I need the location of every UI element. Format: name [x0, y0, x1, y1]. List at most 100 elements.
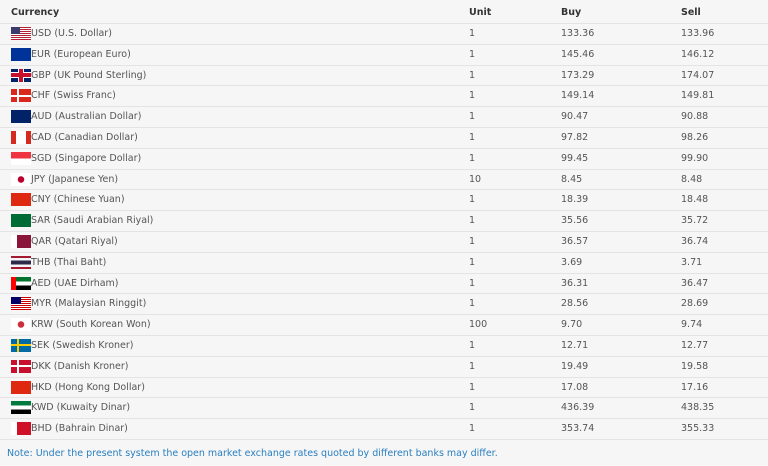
unit-value: 1 [469, 194, 476, 206]
buy-rate: 173.29 [561, 69, 595, 81]
currency-name: QAR (Qatari Riyal) [31, 235, 118, 247]
table-row: GBP (UK Pound Sterling) 1 173.29 174.07 [0, 66, 768, 87]
unit-value: 1 [469, 277, 476, 289]
bh-flag-icon [11, 422, 31, 436]
sell-rate: 99.90 [681, 152, 709, 164]
eu-flag-icon [11, 47, 31, 61]
jp-flag-icon [11, 172, 31, 186]
unit-value: 1 [469, 111, 476, 123]
th-flag-icon [11, 255, 31, 269]
sa-flag-icon [11, 214, 31, 228]
se-flag-icon [11, 338, 31, 352]
currency-name: SGD (Singapore Dollar) [31, 152, 142, 164]
buy-rate: 145.46 [561, 48, 595, 60]
buy-rate: 9.70 [561, 319, 583, 331]
unit-value: 1 [469, 423, 476, 435]
buy-rate: 17.08 [561, 381, 589, 393]
sell-rate: 9.74 [681, 319, 703, 331]
currency-name: HKD (Hong Kong Dollar) [31, 381, 145, 393]
table-row: AED (UAE Dirham) 1 36.31 36.47 [0, 274, 768, 295]
table-row: SEK (Swedish Kroner) 1 12.71 12.77 [0, 336, 768, 357]
my-flag-icon [11, 297, 31, 311]
currency-name: DKK (Danish Kroner) [31, 360, 129, 372]
table-row: JPY (Japanese Yen) 10 8.45 8.48 [0, 170, 768, 191]
table-row: CHF (Swiss Franc) 1 149.14 149.81 [0, 86, 768, 108]
sell-rate: 8.48 [681, 173, 703, 185]
sell-rate: 17.16 [681, 381, 709, 393]
table-header: Currency Unit Buy Sell [0, 0, 768, 24]
buy-rate: 18.39 [561, 194, 589, 206]
table-row: SGD (Singapore Dollar) 1 99.45 99.90 [0, 149, 768, 170]
sell-rate: 12.77 [681, 339, 709, 351]
sell-rate: 28.69 [681, 298, 709, 310]
buy-rate: 12.71 [561, 339, 589, 351]
cn-flag-icon [11, 193, 31, 207]
buy-rate: 19.49 [561, 360, 589, 372]
table-row: BHD (Bahrain Dinar) 1 353.74 355.33 [0, 419, 768, 440]
table-row: HKD (Hong Kong Dollar) 1 17.08 17.16 [0, 378, 768, 399]
buy-rate: 3.69 [561, 256, 583, 268]
table-row: AUD (Australian Dollar) 1 90.47 90.88 [0, 107, 768, 128]
buy-rate: 36.31 [561, 277, 589, 289]
unit-value: 1 [469, 360, 476, 372]
ch-flag-icon [11, 89, 31, 103]
currency-name: CNY (Chinese Yuan) [31, 194, 125, 206]
currency-name: BHD (Bahrain Dinar) [31, 423, 128, 435]
unit-value: 1 [469, 131, 476, 143]
dk-flag-icon [11, 359, 31, 373]
currency-name: MYR (Malaysian Ringgit) [31, 298, 147, 310]
header-sell: Sell [681, 7, 701, 18]
au-flag-icon [11, 110, 31, 124]
unit-value: 1 [469, 298, 476, 310]
qa-flag-icon [11, 234, 31, 248]
sell-rate: 146.12 [681, 48, 715, 60]
unit-value: 10 [469, 173, 482, 185]
currency-name: KWD (Kuwaity Dinar) [31, 402, 131, 414]
unit-value: 1 [469, 339, 476, 351]
sell-rate: 98.26 [681, 131, 709, 143]
table-row: KWD (Kuwaity Dinar) 1 436.39 438.35 [0, 398, 768, 420]
currency-name: JPY (Japanese Yen) [31, 173, 119, 185]
ae-flag-icon [11, 276, 31, 290]
unit-value: 1 [469, 381, 476, 393]
currency-name: KRW (South Korean Won) [31, 319, 151, 331]
sell-rate: 3.71 [681, 256, 703, 268]
disclaimer-note: Note: Under the present system the open … [7, 448, 498, 459]
sell-rate: 90.88 [681, 111, 709, 123]
table-row: SAR (Saudi Arabian Riyal) 1 35.56 35.72 [0, 211, 768, 232]
table-row: EUR (European Euro) 1 145.46 146.12 [0, 45, 768, 66]
unit-value: 1 [469, 48, 476, 60]
currency-name: GBP (UK Pound Sterling) [31, 69, 147, 81]
unit-value: 1 [469, 256, 476, 268]
unit-value: 1 [469, 28, 476, 39]
unit-value: 1 [469, 215, 476, 227]
unit-value: 1 [469, 402, 476, 414]
currency-name: USD (U.S. Dollar) [31, 28, 112, 39]
currency-name: AED (UAE Dirham) [31, 277, 119, 289]
sell-rate: 36.74 [681, 235, 709, 247]
sell-rate: 355.33 [681, 423, 715, 435]
uk-flag-icon [11, 68, 31, 82]
sell-rate: 174.07 [681, 69, 715, 81]
sell-rate: 133.96 [681, 28, 715, 39]
sell-rate: 35.72 [681, 215, 709, 227]
currency-name: THB (Thai Baht) [31, 256, 107, 268]
ca-flag-icon [11, 130, 31, 144]
buy-rate: 36.57 [561, 235, 589, 247]
sell-rate: 36.47 [681, 277, 709, 289]
currency-name: SEK (Swedish Kroner) [31, 339, 134, 351]
sell-rate: 19.58 [681, 360, 709, 372]
currency-name: EUR (European Euro) [31, 48, 131, 60]
buy-rate: 97.82 [561, 131, 589, 143]
table-row: MYR (Malaysian Ringgit) 1 28.56 28.69 [0, 294, 768, 316]
buy-rate: 436.39 [561, 402, 595, 414]
currency-name: CAD (Canadian Dollar) [31, 131, 138, 143]
table-row: USD (U.S. Dollar) 1 133.36 133.96 [0, 24, 768, 45]
table-row: CAD (Canadian Dollar) 1 97.82 98.26 [0, 128, 768, 149]
buy-rate: 8.45 [561, 173, 583, 185]
table-row: QAR (Qatari Riyal) 1 36.57 36.74 [0, 232, 768, 253]
header-buy: Buy [561, 7, 582, 18]
sell-rate: 149.81 [681, 90, 715, 102]
table-row: DKK (Danish Kroner) 1 19.49 19.58 [0, 357, 768, 378]
buy-rate: 353.74 [561, 423, 595, 435]
